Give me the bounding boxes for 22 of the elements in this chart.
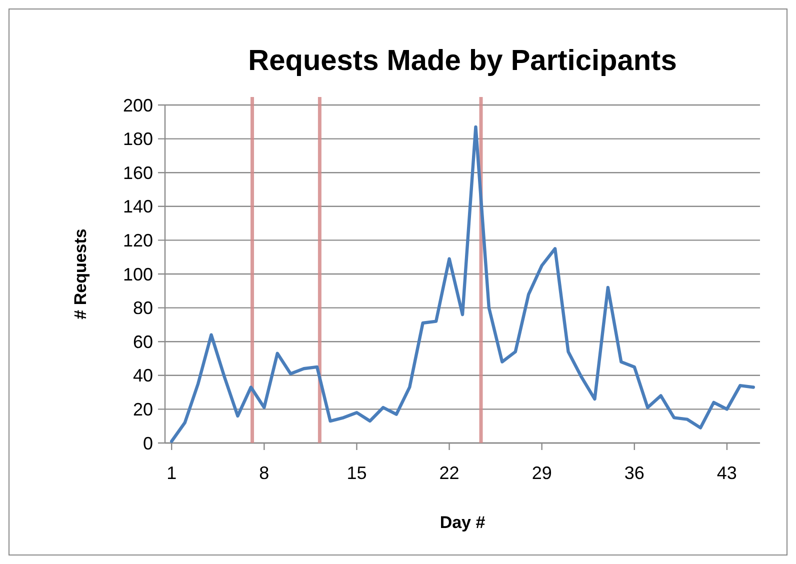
- y-tick-label: 140: [122, 196, 153, 217]
- y-axis-title: # Requests: [71, 228, 90, 320]
- x-tick-label: 43: [716, 463, 737, 483]
- y-tick-label: 0: [142, 433, 153, 454]
- line-series: [170, 125, 755, 443]
- y-tick-label: 40: [132, 366, 153, 386]
- chart-title: Requests Made by Participants: [248, 45, 677, 77]
- x-tick-label: 29: [532, 463, 552, 483]
- x-axis-title: Day #: [440, 513, 486, 532]
- x-tick-label: 15: [346, 463, 367, 483]
- x-tick-label: 36: [624, 463, 644, 483]
- y-tick-label: 200: [122, 95, 153, 116]
- x-tick-label: 8: [259, 463, 270, 483]
- y-tick-label: 100: [122, 264, 153, 284]
- y-tick-label: 120: [122, 230, 153, 250]
- y-tick-label: 80: [132, 298, 153, 318]
- y-tick-label: 20: [132, 400, 153, 420]
- x-tick-label: 22: [439, 463, 460, 483]
- y-tick-label: 180: [122, 129, 153, 150]
- y-tick-label: 160: [122, 162, 153, 183]
- x-tick-label: 1: [166, 463, 177, 483]
- y-tick-label: 60: [132, 332, 153, 352]
